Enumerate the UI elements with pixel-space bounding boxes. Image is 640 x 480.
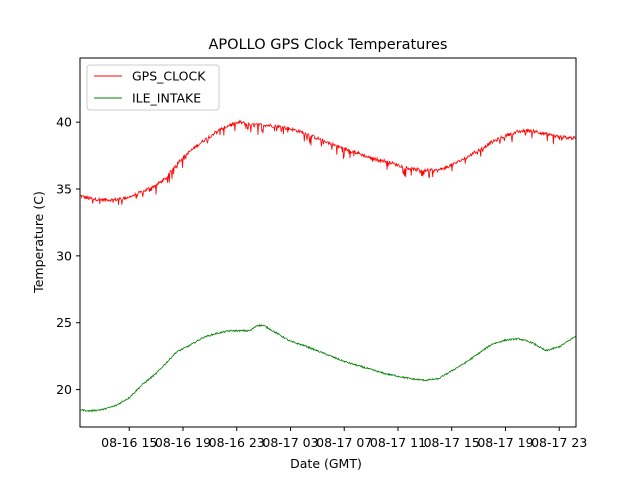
- x-tick-label: 08-16 23: [209, 435, 265, 450]
- x-tick-label: 08-17 07: [316, 435, 372, 450]
- x-tick-label: 08-17 03: [262, 435, 318, 450]
- y-axis-ticks: 20 25 30 35 40: [56, 115, 80, 397]
- series-line-ile-intake: [79, 323, 577, 413]
- x-tick-label: 08-17 15: [424, 435, 480, 450]
- series-layer: [79, 119, 577, 413]
- x-axis-label: Date (GMT): [290, 456, 362, 471]
- x-tick-label: 08-16 19: [155, 435, 211, 450]
- y-axis-label: Temperature (C): [31, 191, 46, 294]
- y-tick-label: 20: [56, 382, 72, 397]
- legend-label: ILE_INTAKE: [132, 91, 201, 106]
- x-tick-label: 08-17 23: [531, 435, 587, 450]
- x-tick-label: 08-17 19: [477, 435, 533, 450]
- legend: GPS_CLOCK ILE_INTAKE: [86, 64, 220, 111]
- y-tick-label: 30: [56, 248, 72, 263]
- y-tick-label: 25: [56, 315, 72, 330]
- plot-frame: [79, 57, 577, 428]
- y-tick-label: 35: [56, 182, 72, 197]
- legend-label: GPS_CLOCK: [132, 69, 206, 84]
- x-tick-label: 08-17 11: [370, 435, 426, 450]
- series-line-gps-clock: [79, 119, 577, 205]
- y-tick-label: 40: [56, 115, 72, 130]
- chart-title: APOLLO GPS Clock Temperatures: [209, 37, 448, 53]
- x-tick-label: 08-16 15: [101, 435, 157, 450]
